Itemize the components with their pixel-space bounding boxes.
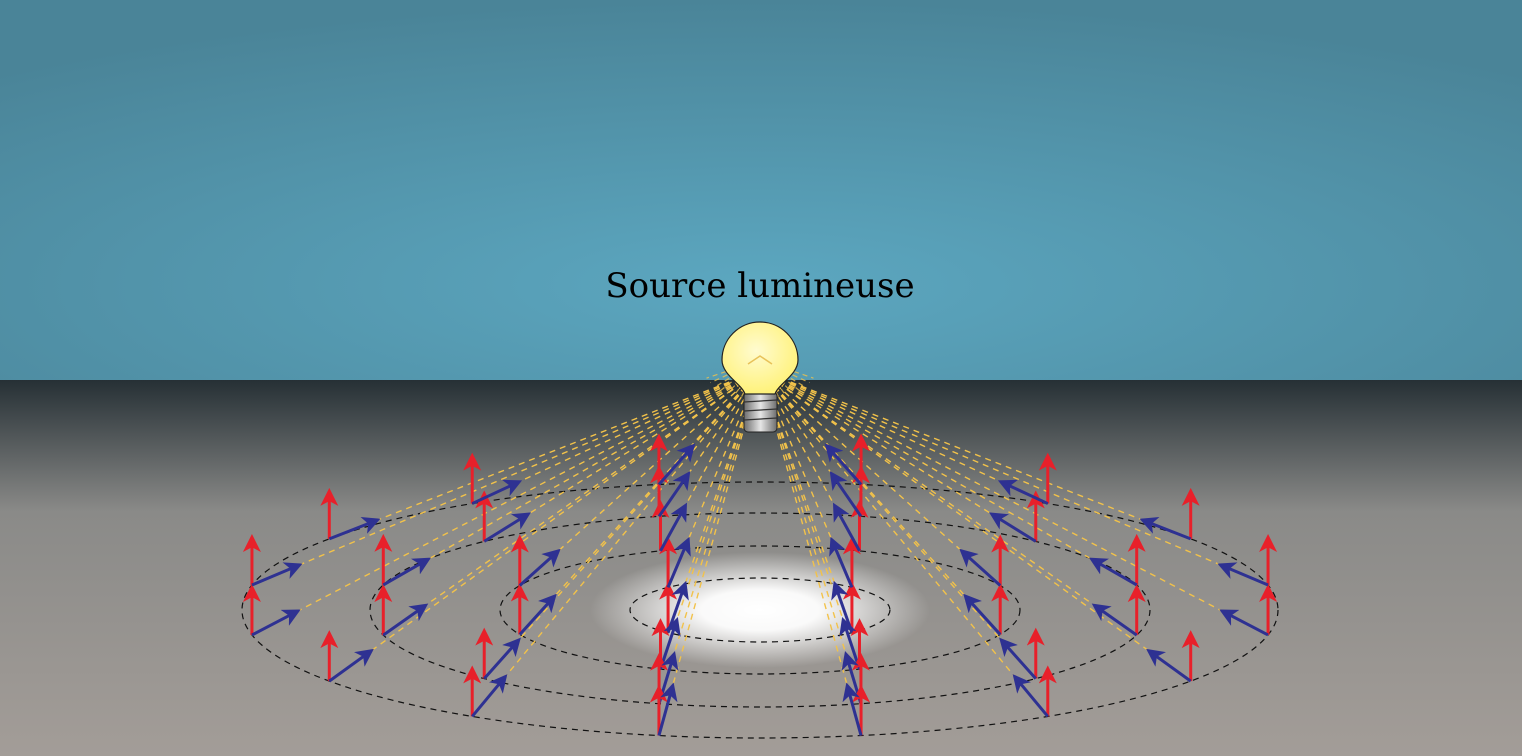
- light-ray: [759, 369, 1192, 682]
- ring-4: [241, 481, 1279, 739]
- light-ray: [251, 369, 761, 636]
- vector-pair: [659, 536, 691, 588]
- light-ray: [659, 369, 761, 670]
- light-ray: [759, 369, 1049, 717]
- vector-pair: [242, 534, 303, 587]
- light-ray: [759, 369, 862, 736]
- bulb-base: [743, 391, 778, 433]
- light-direction-vector: [471, 674, 508, 718]
- light-direction-vector: [824, 443, 863, 486]
- light-ray: [759, 369, 1191, 540]
- vector-pair: [475, 490, 531, 543]
- title: Source lumineuse: [605, 266, 914, 306]
- ring-1: [629, 577, 891, 643]
- ring-2: [499, 545, 1021, 675]
- light-ray: [759, 369, 1269, 636]
- light-direction-vector: [989, 512, 1037, 543]
- light-direction-vector: [483, 512, 531, 543]
- light-direction-vector: [1219, 609, 1269, 637]
- vector-pair: [963, 583, 1010, 636]
- vector-pair: [510, 583, 557, 636]
- vector-pair: [1091, 584, 1146, 637]
- light-direction-vector: [659, 502, 688, 552]
- vector-layer: [242, 433, 1278, 736]
- vector-pair: [1146, 630, 1200, 683]
- light-direction-vector: [518, 548, 561, 587]
- light-direction-vector: [518, 593, 557, 636]
- light-direction-vector: [328, 517, 381, 541]
- light-ray: [329, 369, 761, 540]
- vector-pair: [1219, 583, 1278, 637]
- light-direction-vector: [657, 443, 696, 486]
- vector-pair: [824, 433, 871, 486]
- vector-pair: [374, 533, 432, 587]
- bulb-glow-ray: [726, 359, 761, 394]
- light-direction-vector: [842, 682, 863, 736]
- ring-layer: [241, 481, 1279, 739]
- light-direction-vector: [251, 562, 303, 587]
- bulb-glow-ray: [759, 359, 794, 394]
- vector-pair: [463, 452, 523, 505]
- light-direction-vector: [1088, 557, 1138, 587]
- ring-3: [369, 512, 1151, 708]
- light-direction-vector: [997, 479, 1049, 505]
- light-ray: [658, 369, 761, 704]
- light-direction-vector: [829, 471, 863, 518]
- vector-pair: [649, 433, 696, 486]
- light-direction-vector: [382, 557, 432, 587]
- light-direction-vector: [328, 648, 374, 683]
- light-direction-vector: [657, 682, 678, 736]
- vector-pair: [1012, 665, 1057, 718]
- light-ray: [659, 369, 761, 552]
- light-direction-vector: [1091, 603, 1138, 637]
- vector-pair: [463, 665, 508, 718]
- light-direction-vector: [1217, 562, 1269, 587]
- light-bulb-icon: [721, 321, 799, 433]
- light-direction-vector: [1012, 674, 1049, 718]
- vector-pair: [959, 534, 1010, 587]
- vector-pair: [320, 630, 374, 683]
- bulb-glass: [721, 321, 799, 395]
- light-direction-vector: [832, 502, 861, 552]
- vector-pair: [989, 490, 1045, 543]
- light-direction-vector: [963, 593, 1002, 636]
- vector-pair: [320, 487, 381, 541]
- bulb-filament: [747, 355, 773, 365]
- light-direction-vector: [959, 548, 1002, 587]
- light-direction-vector: [999, 637, 1037, 680]
- vector-pair: [242, 583, 301, 637]
- vector-pair: [649, 682, 678, 736]
- light-ray: [328, 369, 761, 682]
- light-direction-vector: [657, 471, 691, 518]
- vector-pair: [1088, 533, 1146, 587]
- vector-pair: [997, 452, 1057, 505]
- vector-pair: [999, 627, 1045, 680]
- vector-pair: [842, 682, 871, 736]
- vector-pair: [1217, 534, 1278, 587]
- sky-background: [0, 0, 1522, 380]
- light-direction-vector: [829, 536, 854, 588]
- light-direction-vector: [483, 637, 521, 680]
- vector-pair: [475, 627, 521, 680]
- light-ray: [759, 369, 1269, 586]
- light-ray: [759, 369, 861, 670]
- vector-pair: [374, 584, 429, 637]
- light-direction-vector: [382, 603, 429, 637]
- vector-pair: [1139, 487, 1200, 541]
- light-direction-vector: [471, 479, 523, 505]
- illuminated-spot: [590, 552, 930, 668]
- light-ray: [471, 369, 761, 717]
- light-direction-vector: [1146, 648, 1192, 683]
- light-direction-vector: [251, 609, 301, 637]
- vector-pair: [510, 534, 561, 587]
- light-ray: [658, 369, 761, 736]
- light-ray: [251, 369, 761, 586]
- light-direction-vector: [666, 536, 691, 588]
- light-direction-vector: [1139, 517, 1192, 541]
- vector-pair: [829, 536, 861, 588]
